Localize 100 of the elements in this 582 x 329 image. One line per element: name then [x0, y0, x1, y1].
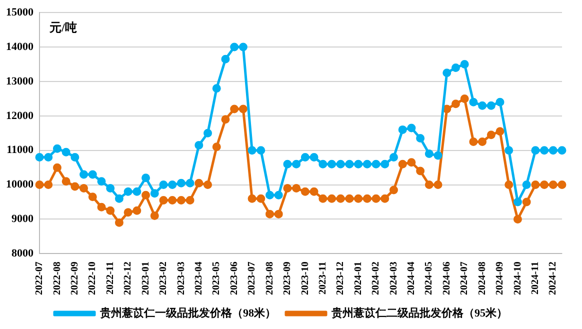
x-tick-label: 2022-10: [87, 262, 98, 296]
x-tick-label: 2023-05: [211, 262, 222, 296]
point: [310, 152, 318, 162]
point: [186, 196, 194, 205]
x-tick-label: 2023-07: [246, 262, 258, 296]
point: [159, 180, 168, 190]
point: [274, 190, 283, 200]
x-tick-label: 2023-04: [193, 262, 204, 296]
point: [398, 160, 407, 168]
y-tick-label: 8000: [12, 248, 34, 260]
point: [336, 194, 345, 203]
point: [212, 84, 221, 93]
point: [478, 137, 487, 146]
point: [106, 206, 115, 215]
point: [186, 178, 194, 188]
point: [434, 180, 442, 190]
point: [345, 194, 354, 203]
y-axis-title: 元/吨: [48, 20, 77, 35]
point: [106, 184, 115, 192]
point: [380, 194, 390, 203]
x-tick-label: 2024-05: [424, 262, 435, 296]
point: [416, 166, 425, 176]
point: [283, 184, 292, 192]
point: [460, 60, 469, 69]
point: [513, 198, 522, 206]
point: [354, 160, 363, 168]
y-tick-label: 11000: [6, 144, 34, 156]
point: [451, 63, 460, 72]
x-tick-label: 2024-09: [494, 262, 506, 296]
point: [424, 180, 434, 190]
point: [540, 180, 549, 190]
y-tick-label: 12000: [6, 110, 34, 122]
point: [150, 212, 159, 220]
point: [504, 146, 514, 155]
x-tick-label: 2024-12: [548, 262, 559, 296]
point: [310, 187, 318, 196]
point: [522, 198, 531, 206]
point: [194, 178, 204, 188]
point: [442, 104, 452, 114]
legend-label: 贵州薏苡仁一级品批发价格（98米）: [99, 306, 276, 320]
point: [124, 208, 132, 217]
x-tick-label: 2022-12: [122, 262, 134, 296]
point: [486, 101, 496, 110]
point: [230, 42, 239, 52]
point: [380, 160, 390, 168]
point: [424, 150, 434, 158]
point: [548, 146, 558, 155]
point: [442, 68, 452, 78]
point: [52, 144, 62, 153]
point: [522, 180, 531, 190]
point: [70, 182, 80, 191]
x-tick-label: 2023-08: [264, 262, 276, 296]
point: [327, 160, 336, 168]
point: [221, 54, 230, 64]
point: [168, 196, 177, 205]
point: [398, 125, 407, 134]
x-tick-label: 2023-11: [317, 262, 328, 294]
point: [70, 152, 80, 162]
point: [114, 194, 124, 203]
legend-label: 贵州薏苡仁二级品批发价格（95米）: [330, 306, 508, 320]
point: [460, 94, 469, 103]
point: [504, 180, 514, 190]
point: [52, 163, 62, 172]
point: [256, 146, 266, 155]
y-tick-label: 14000: [6, 40, 34, 53]
point: [548, 180, 558, 190]
x-tick-label: 2023-02: [158, 262, 170, 296]
point: [292, 160, 301, 168]
point: [540, 146, 549, 155]
y-tick-label: 13000: [6, 75, 34, 88]
point: [238, 42, 248, 52]
x-tick-label: 2023-09: [282, 262, 294, 296]
x-tick-label: 2023-12: [335, 262, 346, 296]
point: [62, 148, 70, 156]
x-tick-label: 2023-01: [140, 262, 152, 296]
point: [194, 140, 204, 150]
point: [407, 124, 416, 132]
point: [531, 146, 540, 155]
point: [478, 101, 487, 110]
point: [204, 128, 212, 138]
x-tick-label: 2022-08: [52, 262, 63, 296]
point: [531, 180, 540, 190]
x-tick-label: 2023-10: [300, 262, 311, 296]
x-tick-label: 2024-11: [530, 262, 542, 294]
point: [168, 180, 177, 190]
point: [558, 146, 566, 155]
y-tick-label: 15000: [6, 6, 34, 18]
x-tick-label: 2024-08: [476, 262, 488, 296]
x-tick-label: 2024-07: [459, 262, 470, 296]
point: [266, 210, 274, 218]
point: [124, 187, 132, 196]
point: [469, 137, 478, 146]
point: [44, 152, 53, 162]
point: [212, 142, 221, 152]
point: [35, 180, 44, 190]
point: [44, 180, 53, 190]
point: [283, 160, 292, 168]
point: [434, 151, 442, 160]
point: [221, 115, 230, 124]
point: [248, 146, 256, 155]
